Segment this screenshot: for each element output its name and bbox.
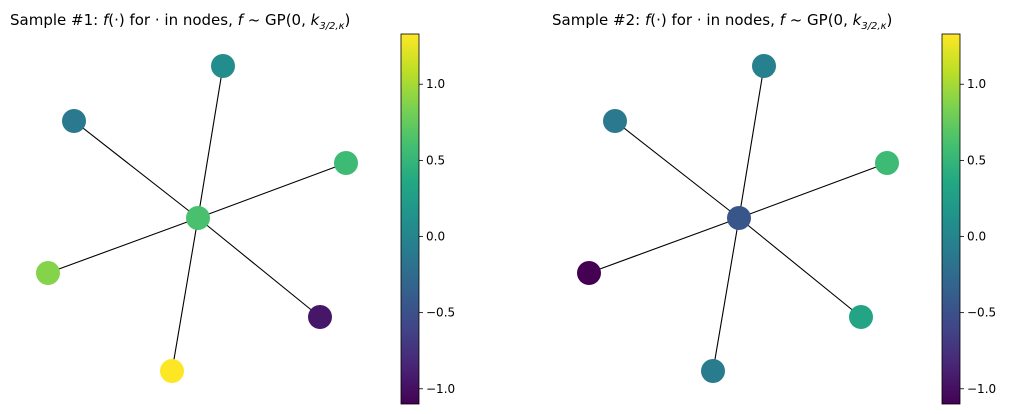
- graph-node-lower-right: [308, 305, 332, 329]
- graph-edge: [738, 217, 862, 318]
- graph-node-lower-right: [849, 305, 873, 329]
- graph-edge: [197, 65, 224, 219]
- graph-node-upper-left: [603, 109, 627, 133]
- colorbar-tick-label: 0.0: [426, 230, 445, 244]
- colorbar-tick-label: 0.5: [426, 153, 445, 167]
- colorbar-tick-label: −0.5: [426, 306, 455, 320]
- graph-edge: [171, 217, 199, 372]
- colorbar: 1.0 0.5 0.0 −0.5 −1.0: [400, 33, 455, 405]
- colorbar-tick-label: 0.0: [967, 230, 986, 244]
- graph-edge: [47, 217, 199, 274]
- chart-title: Sample #1: f(·) for · in nodes, f ~ GP(0…: [10, 11, 350, 32]
- colorbar-tick-label: 0.5: [967, 153, 986, 167]
- colorbar: 1.0 0.5 0.0 −0.5 −1.0: [941, 33, 996, 405]
- colorbar-tick-label: −1.0: [967, 382, 996, 396]
- graph-node-right: [875, 151, 899, 175]
- graph-edge: [588, 217, 740, 274]
- graph-edge: [197, 217, 321, 318]
- graph-edge: [197, 162, 347, 219]
- graph-node-bottom: [160, 359, 184, 383]
- nodes: [577, 54, 899, 383]
- chart-panel-sample-1: Sample #1: f(·) for · in nodes, f ~ GP(0…: [10, 11, 455, 405]
- colorbar-gradient: [400, 33, 420, 405]
- graph-node-right: [334, 151, 358, 175]
- nodes: [36, 54, 358, 383]
- edges: [47, 65, 347, 372]
- chart-panel-sample-2: Sample #2: f(·) for · in nodes, f ~ GP(0…: [552, 11, 996, 405]
- graph-edge: [712, 217, 740, 372]
- graph-node-top: [211, 54, 235, 78]
- colorbar-tick-label: 1.0: [967, 77, 986, 91]
- graph-edge: [73, 120, 199, 219]
- graph-node-bottom: [701, 359, 725, 383]
- graph-node-left: [577, 261, 601, 285]
- graph-node-center: [727, 206, 751, 230]
- graph-edge: [614, 120, 740, 219]
- chart-title: Sample #2: f(·) for · in nodes, f ~ GP(0…: [552, 11, 892, 32]
- graph-edge: [738, 162, 888, 219]
- graph-edge: [738, 65, 765, 219]
- colorbar-tick-label: 1.0: [426, 77, 445, 91]
- graph-node-left: [36, 261, 60, 285]
- edges: [588, 65, 888, 372]
- graph-node-upper-left: [62, 109, 86, 133]
- graph-node-top: [752, 54, 776, 78]
- colorbar-gradient: [941, 33, 961, 405]
- colorbar-tick-label: −1.0: [426, 382, 455, 396]
- graph-node-center: [186, 206, 210, 230]
- colorbar-tick-label: −0.5: [967, 306, 996, 320]
